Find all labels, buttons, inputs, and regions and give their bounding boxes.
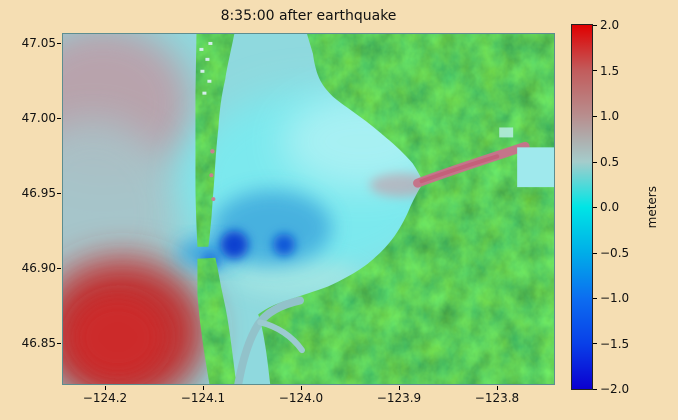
colorbar-tick-label: 2.0 [600,18,620,32]
y-tick-label: 47.05 [21,36,56,50]
y-tick-label: 46.95 [21,186,56,200]
colorbar-tick-mark [593,253,597,254]
north-spit-land [195,34,235,247]
y-tick-label: 46.85 [21,336,56,350]
colorbar-label-wrap: meters [644,25,660,389]
overland-water-layer [199,41,554,384]
west-ocean-gray [63,118,178,308]
y-tick-mark [57,343,61,344]
map-plot-area [62,33,555,385]
colorbar-tick-label: −1.5 [600,337,630,351]
colorbar-tick-label: −1.0 [600,291,630,305]
colorbar-tick-mark [593,116,597,117]
x-tick-label: −124.1 [180,391,226,405]
y-tick-mark [57,268,61,269]
land-terrain-layer [195,34,554,384]
colorbar-tick-label: 1.5 [600,64,620,78]
colorbar-tick-mark [593,70,597,71]
wave-crest-core [72,297,163,378]
colorbar-label: meters [645,185,659,229]
colorbar-gradient [571,24,593,390]
y-tick-label: 47.00 [21,111,56,125]
colorbar-tick-mark [593,389,597,390]
colorbar-tick-label: 1.0 [600,109,620,123]
x-tick-label: −124.2 [82,391,128,405]
x-tick-label: −124.0 [278,391,324,405]
x-tick-mark [399,386,400,390]
mainland-land [258,34,554,384]
x-tick-label: −123.9 [376,391,422,405]
spit-shore-pink-dots [209,149,216,202]
east-light-patch [499,127,514,138]
x-tick-mark [105,386,106,390]
water-elevation-layer [63,34,447,384]
south-spit-land [197,257,237,384]
colorbar-tick-label: −2.0 [600,382,630,396]
colorbar-tick-label: −0.5 [600,246,630,260]
x-tick-mark [497,386,498,390]
y-tick-mark [57,118,61,119]
x-tick-mark [301,386,302,390]
colorbar-tick-mark [593,343,597,344]
deep-drawdown-spot-1 [220,230,249,259]
river-channel-core [419,154,500,184]
south-channel-branch [257,319,306,354]
y-tick-mark [57,193,61,194]
spit-town-speckles [199,41,213,95]
y-tick-label: 46.90 [21,261,56,275]
y-tick-mark [57,43,61,44]
colorbar-tick-label: 0.0 [600,200,620,214]
x-tick-mark [203,386,204,390]
east-inlet-notch [517,147,554,188]
chart-title: 8:35:00 after earthquake [220,8,397,24]
colorbar-tick-mark [593,25,597,26]
colorbar-tick-label: 0.5 [600,155,620,169]
colorbar-tick-mark [593,298,597,299]
tsunami-map [63,34,554,384]
deep-drawdown-spot-2 [273,233,296,256]
colorbar-tick-mark [593,207,597,208]
colorbar-tick-mark [593,162,597,163]
x-tick-label: −123.8 [474,391,520,405]
